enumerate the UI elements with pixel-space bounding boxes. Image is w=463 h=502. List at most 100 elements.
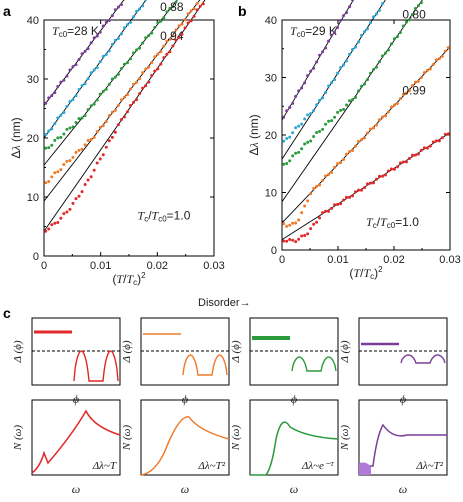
data-point <box>380 2 384 6</box>
gap-curve <box>182 354 228 376</box>
data-point <box>380 115 384 119</box>
tc-ratio-label: Tc/Tc0=1.0 <box>366 215 419 230</box>
data-point <box>65 159 69 163</box>
data-point <box>47 227 51 231</box>
data-point <box>83 114 87 118</box>
data-point <box>434 139 438 143</box>
data-point <box>138 46 142 50</box>
data-point <box>363 186 367 190</box>
gap-y-label: Δ (ϕ) <box>230 340 242 363</box>
dos-curve <box>250 421 339 476</box>
data-point <box>446 132 450 136</box>
data-point <box>168 37 172 41</box>
data-point <box>360 188 364 192</box>
dos-y-label: N (ω) <box>12 425 24 452</box>
data-point <box>135 98 139 102</box>
data-point <box>407 89 411 93</box>
data-point <box>162 44 166 48</box>
data-point <box>116 123 120 127</box>
data-point <box>98 92 102 96</box>
data-point <box>318 183 322 187</box>
data-point <box>171 44 175 48</box>
data-point <box>77 117 81 121</box>
data-point <box>437 139 441 143</box>
data-point <box>309 227 313 231</box>
data-point <box>104 20 108 24</box>
data-point <box>443 49 447 53</box>
data-point <box>309 139 313 143</box>
data-point <box>125 61 129 65</box>
data-point <box>419 148 423 152</box>
data-point <box>288 159 292 163</box>
x-tick-label: 0 <box>279 254 285 266</box>
chart-annotation: Tc0=29 K <box>290 24 337 39</box>
data-point <box>116 72 120 76</box>
data-point <box>303 81 307 85</box>
data-point <box>132 51 136 55</box>
data-point <box>404 91 408 95</box>
data-point <box>71 65 75 69</box>
data-point <box>113 38 117 42</box>
x-axis-label: (T/Tc)2 <box>349 265 383 281</box>
data-point <box>443 132 447 136</box>
data-point <box>59 216 63 220</box>
data-point <box>351 98 355 102</box>
data-point <box>47 96 51 100</box>
data-point <box>288 135 292 139</box>
data-point <box>374 65 378 69</box>
data-point <box>71 98 75 102</box>
data-point <box>53 221 57 225</box>
data-point <box>383 173 387 177</box>
data-point <box>345 59 349 63</box>
data-point <box>86 138 90 142</box>
data-point <box>144 84 148 88</box>
data-point <box>113 75 117 79</box>
data-point <box>345 152 349 156</box>
data-point <box>351 0 355 2</box>
data-point <box>95 98 99 102</box>
data-point <box>333 115 337 119</box>
data-point <box>309 69 313 73</box>
panel-label-c: c <box>3 305 11 321</box>
data-point <box>309 192 313 196</box>
data-point <box>50 127 54 131</box>
data-point <box>89 41 93 45</box>
y-tick-label: 40 <box>265 15 277 27</box>
data-point <box>116 37 120 41</box>
data-point <box>380 174 384 178</box>
data-point <box>374 12 378 16</box>
data-point <box>95 65 99 69</box>
data-point <box>312 187 316 191</box>
data-point <box>285 239 289 243</box>
gap-box <box>31 317 121 386</box>
data-point <box>377 60 381 64</box>
data-point <box>383 51 387 55</box>
data-point <box>309 112 313 116</box>
chart-panel-b: 0 0.01 0.02 0.03 0 10 20 30 40 (T/Tc)2 Δλ (nm) Tc0=… <box>247 0 461 281</box>
data-point <box>92 68 96 72</box>
data-point <box>333 30 337 34</box>
chart-panel-a: 0 0.01 0.02 0.03 0 10 20 30 40 (T/Tc)2 Δλ (nm) Tc0=… <box>9 0 225 287</box>
data-point <box>101 153 105 157</box>
data-point <box>351 48 355 52</box>
data-point <box>339 18 343 22</box>
data-point <box>77 57 81 61</box>
data-point <box>437 57 441 61</box>
data-point <box>324 174 328 178</box>
data-point <box>413 80 417 84</box>
data-point <box>342 14 346 18</box>
data-point <box>318 53 322 57</box>
fit-line <box>43 0 125 106</box>
data-point <box>98 125 102 129</box>
dos-curve <box>31 409 121 474</box>
data-point <box>395 35 399 39</box>
data-point <box>303 117 307 121</box>
data-point <box>363 136 367 140</box>
data-point <box>368 181 372 185</box>
disorder-label: Disorder→ <box>198 297 251 309</box>
data-point <box>86 108 90 112</box>
data-point <box>62 132 66 136</box>
data-point <box>122 62 126 66</box>
data-point <box>65 210 69 214</box>
data-point <box>306 199 310 203</box>
